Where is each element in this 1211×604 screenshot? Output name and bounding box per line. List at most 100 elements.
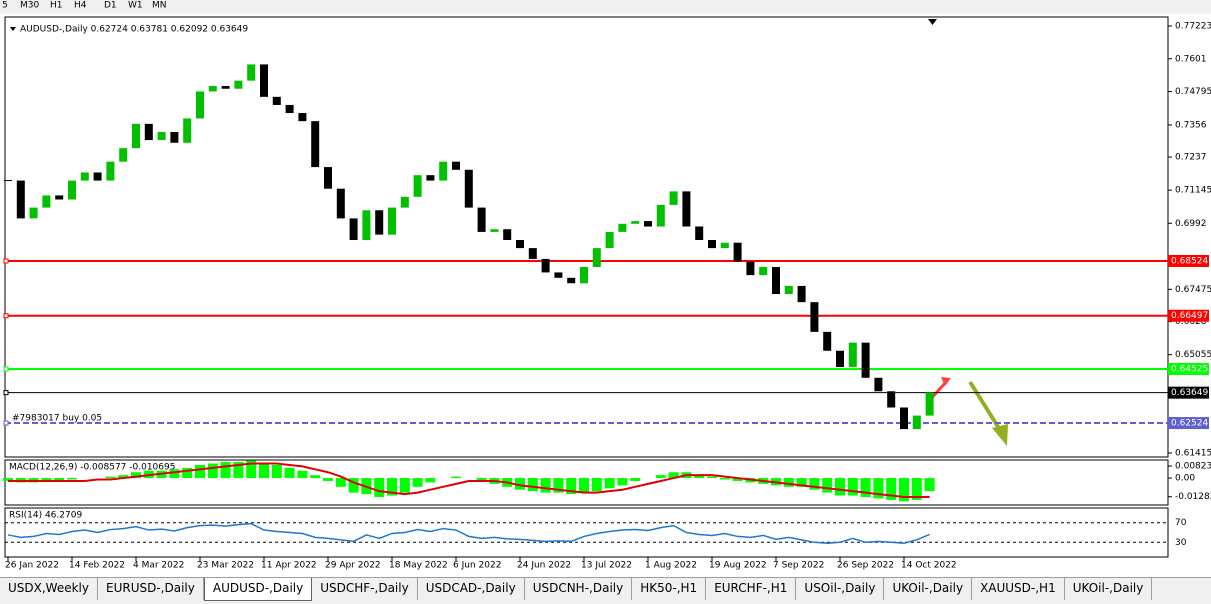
candle <box>324 167 332 189</box>
candle <box>759 267 768 276</box>
timeframe-button[interactable]: H1 <box>50 1 63 11</box>
chart-tab[interactable]: USDCNH-,Daily <box>525 578 633 600</box>
macd-bar <box>3 478 13 481</box>
macd-bar <box>425 478 436 483</box>
order-label: #7983017 buy 0.05 <box>12 414 102 424</box>
chart-tab[interactable]: EURUSD-,Daily <box>98 578 204 600</box>
candle <box>580 267 588 284</box>
y-tick-label: 0.6628 <box>1175 317 1207 327</box>
chart: AUDUSD-,Daily 0.62724 0.63781 0.62092 0.… <box>0 0 1211 571</box>
shift-marker <box>928 19 937 25</box>
candle <box>567 277 576 284</box>
macd-bar <box>207 463 218 479</box>
candle <box>490 229 499 232</box>
candle <box>861 342 870 378</box>
candle <box>272 96 281 105</box>
macd-bar <box>604 478 615 489</box>
macd-bar <box>182 467 193 479</box>
candle <box>452 161 460 170</box>
candle <box>375 210 384 235</box>
candle <box>874 377 883 392</box>
macd-bar <box>719 478 730 480</box>
candle <box>132 123 140 149</box>
candle <box>68 180 76 200</box>
candle <box>439 161 448 181</box>
macd-bar <box>707 476 717 479</box>
chart-tab[interactable]: UKOil-,Daily <box>884 578 973 600</box>
timeframe-button[interactable]: H4 <box>74 1 87 11</box>
candle <box>848 342 857 367</box>
candle <box>221 86 230 89</box>
up-arrow-head <box>941 377 951 386</box>
candle <box>426 175 435 181</box>
candle <box>836 350 844 367</box>
macd-bar <box>412 478 423 487</box>
candle <box>887 391 896 408</box>
candle <box>695 226 704 241</box>
candle <box>16 180 25 219</box>
candle <box>400 196 409 208</box>
candle <box>157 131 166 141</box>
level-price-box <box>1168 309 1209 322</box>
macd-bar <box>348 478 359 493</box>
timeframe-button[interactable]: MN <box>152 1 167 11</box>
macd-bar <box>131 472 141 479</box>
candle <box>682 191 691 227</box>
chart-tab[interactable]: USDCHF-,Daily <box>312 578 418 600</box>
chart-tab[interactable]: HK50-,H1 <box>632 578 707 600</box>
level-price-box <box>1168 254 1209 267</box>
candle <box>298 113 307 122</box>
chart-tab[interactable]: USDX,Weekly <box>0 578 98 600</box>
macd-bar <box>515 478 525 490</box>
timeframe-button[interactable]: D1 <box>104 1 117 11</box>
down-arrow <box>968 380 1002 432</box>
candle <box>208 86 217 92</box>
macd-bar <box>284 467 295 479</box>
macd-title: MACD(12,26,9) -0.008577 -0.010695 <box>9 463 175 473</box>
chart-tab[interactable]: USOil-,Daily <box>796 578 885 600</box>
candle <box>29 207 38 219</box>
candle <box>55 195 64 200</box>
chart-tab[interactable]: XAUUSD-,H1 <box>972 578 1065 600</box>
macd-bar <box>732 478 743 481</box>
x-tick-label: 7 Sep 2022 <box>773 561 824 571</box>
candle <box>503 229 512 241</box>
x-tick-label: 1 Aug 2022 <box>645 561 697 571</box>
chart-tab[interactable]: EURCHF-,H1 <box>706 578 797 600</box>
candle <box>708 240 716 249</box>
y-tick-label: 0.71145 <box>1175 186 1211 196</box>
candle <box>784 285 793 295</box>
chart-tab[interactable]: AUDUSD-,Daily <box>203 578 313 601</box>
chart-tab[interactable]: USDCAD-,Daily <box>418 578 525 600</box>
macd-bar <box>105 476 116 479</box>
level-price-label: 0.63649 <box>1171 388 1208 398</box>
y-tick-label: 0.7237 <box>1175 153 1207 163</box>
macd-bar <box>310 475 321 479</box>
level-handle <box>3 390 9 396</box>
x-tick-label: 14 Oct 2022 <box>901 561 957 571</box>
candle <box>311 121 320 168</box>
chart-tab[interactable]: UKOil-,Daily <box>1065 578 1153 600</box>
timeframe-button[interactable]: M30 <box>20 1 39 11</box>
macd-bar <box>553 478 564 493</box>
macd-bar <box>809 478 820 490</box>
level-price-label: 0.68524 <box>1171 256 1208 266</box>
macd-bar <box>783 478 794 487</box>
timeframe-button[interactable]: 5 <box>2 1 8 11</box>
x-tick-label: 29 Apr 2022 <box>325 561 381 571</box>
macd-bar <box>271 464 282 479</box>
level-handle <box>3 420 9 426</box>
macd-bar <box>476 478 487 481</box>
macd-bar <box>41 478 52 481</box>
macd-bar <box>591 478 602 492</box>
level-handle <box>3 258 9 264</box>
macd-bar <box>860 478 871 497</box>
candle <box>80 172 89 181</box>
candle <box>349 218 358 241</box>
timeframe-button[interactable]: W1 <box>128 1 143 11</box>
rsi-title: RSI(14) 46.2709 <box>9 511 82 521</box>
x-tick-label: 23 Mar 2022 <box>197 561 254 571</box>
x-tick-label: 4 Mar 2022 <box>133 561 184 571</box>
candle <box>644 221 652 227</box>
level-price-box <box>1168 386 1209 399</box>
